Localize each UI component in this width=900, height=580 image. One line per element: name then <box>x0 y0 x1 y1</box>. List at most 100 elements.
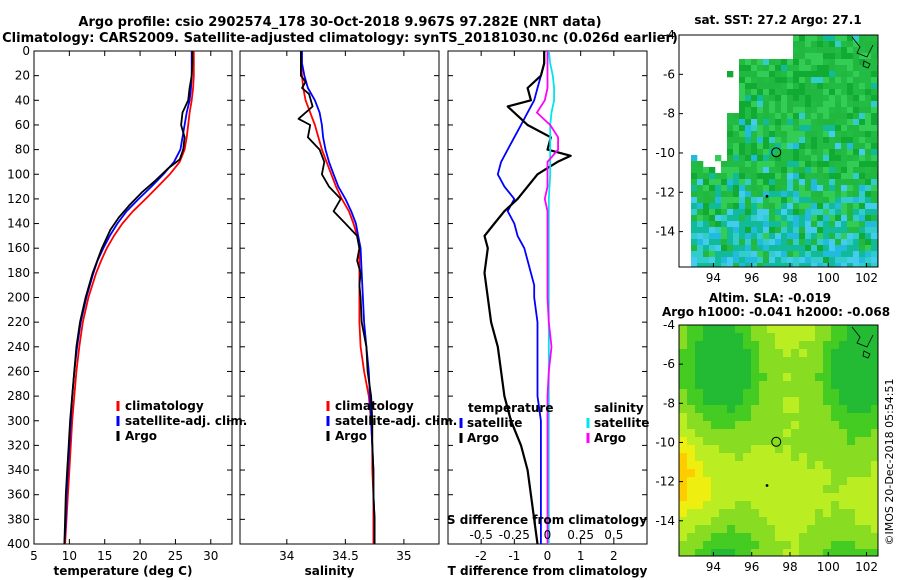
map-cell <box>703 191 710 198</box>
map-cell <box>871 325 879 334</box>
map-cell <box>855 517 864 526</box>
map-cell <box>757 125 764 132</box>
map-cell <box>829 125 836 132</box>
map-cell <box>811 245 818 252</box>
map-cell <box>853 119 860 126</box>
map-cell <box>799 47 806 54</box>
map-cell <box>775 349 784 358</box>
map-cell <box>835 71 842 78</box>
map-cell <box>859 113 866 120</box>
map-cell <box>847 137 854 144</box>
map-cell <box>853 131 860 138</box>
map-cell <box>697 191 704 198</box>
map-cell <box>853 47 860 54</box>
map-cell <box>719 541 728 550</box>
map-cell <box>855 461 864 470</box>
map-cell <box>805 221 812 228</box>
map-cell <box>847 65 854 72</box>
map-cell <box>745 185 752 192</box>
map-cell <box>767 357 776 366</box>
map-cell <box>799 155 806 162</box>
map-cell <box>855 509 864 518</box>
map-cell <box>751 381 760 390</box>
map-cell <box>871 429 879 438</box>
map-cell <box>767 533 776 542</box>
map-cell <box>767 541 776 550</box>
map-cell <box>835 197 842 204</box>
map-cell <box>727 227 734 234</box>
map-cell <box>709 233 716 240</box>
map-cell <box>865 89 872 96</box>
map-cell <box>799 453 808 462</box>
map-cell <box>775 155 782 162</box>
map-cell <box>733 179 740 186</box>
y-tick-label: 0 <box>22 44 30 58</box>
map-cell <box>687 501 696 510</box>
map-cell <box>751 349 760 358</box>
map-cell <box>687 421 696 430</box>
map-cell <box>823 155 830 162</box>
map-cell <box>775 143 782 150</box>
map-cell <box>703 405 712 414</box>
map-cell <box>859 257 866 264</box>
map-cell <box>757 71 764 78</box>
map-cell <box>703 185 710 192</box>
map-cell <box>847 325 856 334</box>
map-cell <box>767 445 776 454</box>
map-cell <box>687 389 696 398</box>
map-cell <box>751 357 760 366</box>
map-cell <box>799 143 806 150</box>
map-cell <box>781 221 788 228</box>
map-cell <box>815 533 824 542</box>
map-cell <box>711 509 720 518</box>
map-cell <box>709 227 716 234</box>
sst-map-title: sat. SST: 27.2 Argo: 27.1 <box>694 13 861 27</box>
y-tick-label: 220 <box>7 315 30 329</box>
map-cell <box>745 149 752 156</box>
map-cell <box>831 525 840 534</box>
map-cell <box>735 517 744 526</box>
map-cell <box>823 239 830 246</box>
map-cell <box>691 227 698 234</box>
y-tick-label: 100 <box>7 167 30 181</box>
map-cell <box>835 239 842 246</box>
map-cell <box>859 179 866 186</box>
map-cell <box>835 113 842 120</box>
map-cell <box>775 251 782 258</box>
map-cell <box>727 245 734 252</box>
map-cell <box>799 517 808 526</box>
map-cell <box>829 179 836 186</box>
map-cell <box>799 509 808 518</box>
map-cell <box>791 517 800 526</box>
map-cell <box>745 245 752 252</box>
map-cell <box>739 197 746 204</box>
map-cell <box>791 469 800 478</box>
salinity-panel: 34 34.5 35salinityclimatologysatellite-adj… <box>239 50 457 578</box>
map-cell <box>703 413 712 422</box>
map-cell <box>847 333 856 342</box>
x-tick-label: 15 <box>97 549 112 563</box>
map-cell <box>691 173 698 180</box>
map-cell <box>863 349 872 358</box>
map-cell <box>853 65 860 72</box>
map-cell <box>727 233 734 240</box>
map-cell <box>871 161 878 168</box>
map-cell <box>799 541 808 550</box>
map-cell <box>835 209 842 216</box>
map-cell <box>703 251 710 258</box>
map-cell <box>721 191 728 198</box>
map-cell <box>719 469 728 478</box>
map-cell <box>839 453 848 462</box>
map-cell <box>711 493 720 502</box>
map-cell <box>855 501 864 510</box>
map-cell <box>871 389 879 398</box>
map-cell <box>715 185 722 192</box>
map-cell <box>783 501 792 510</box>
map-cell <box>767 461 776 470</box>
map-cell <box>703 227 710 234</box>
map-cell <box>743 333 752 342</box>
map-cell <box>727 525 736 534</box>
map-cell <box>841 167 848 174</box>
map-cell <box>781 209 788 216</box>
map-cell <box>745 65 752 72</box>
